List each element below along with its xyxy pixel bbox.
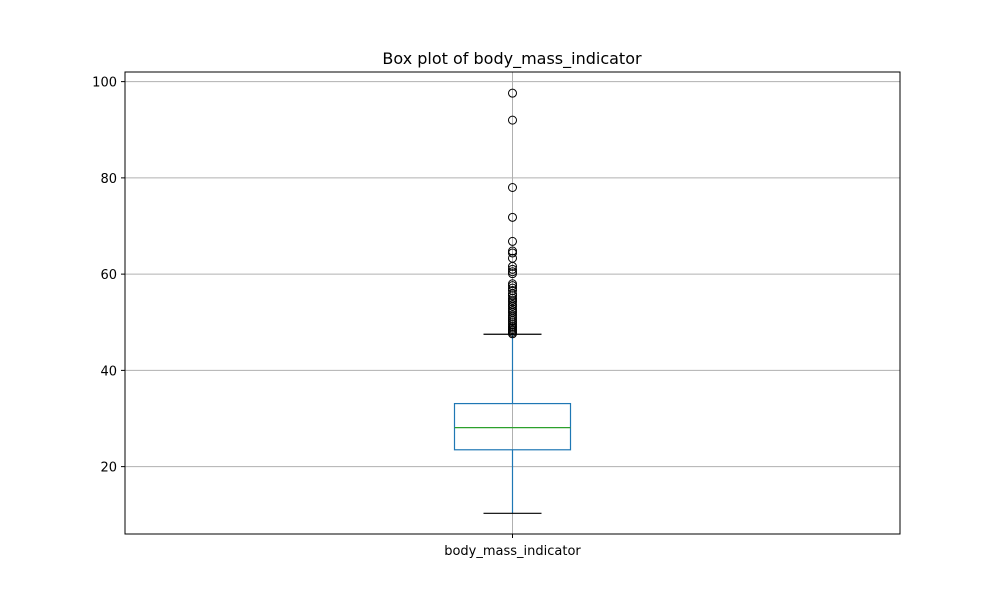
box-plot-series	[453, 88, 572, 514]
y-tick-label: 40	[100, 364, 117, 379]
outlier-point	[508, 297, 517, 307]
chart-title: Box plot of body_mass_indicator	[382, 49, 642, 69]
y-tick-label: 60	[100, 268, 117, 283]
y-tick-label: 20	[100, 461, 117, 476]
outlier-point	[508, 236, 517, 246]
y-tick-label: 80	[100, 172, 117, 187]
outlier-point	[508, 301, 517, 311]
plot-frame	[124, 71, 901, 535]
outlier-point	[508, 88, 517, 98]
outlier-point	[508, 269, 517, 279]
grid-lines	[125, 72, 900, 534]
outlier-point	[508, 212, 517, 222]
x-tick-label: body_mass_indicator	[444, 544, 581, 559]
outlier-point	[508, 115, 517, 125]
outlier-point	[508, 329, 517, 339]
outlier-point	[508, 264, 517, 274]
outlier-point	[508, 291, 517, 301]
iqr-box	[453, 402, 572, 451]
outlier-point	[508, 183, 517, 192]
outlier-point	[508, 261, 517, 271]
y-tick-label: 100	[92, 76, 117, 91]
outlier-point	[508, 248, 517, 258]
axes: 20 40 60 80 100 body_mass_indicator	[92, 76, 581, 559]
